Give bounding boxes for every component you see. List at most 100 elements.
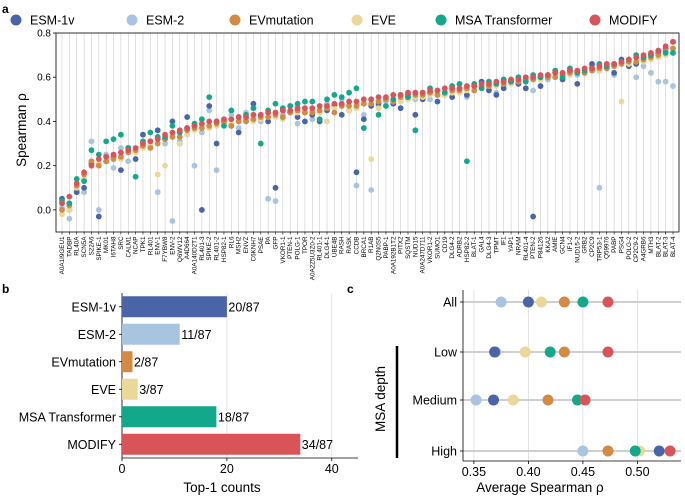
panel-a-frame <box>55 32 680 233</box>
point-evmutation-medium <box>542 394 554 406</box>
point-modify <box>302 105 308 112</box>
point-modify <box>66 193 73 200</box>
point-modify <box>405 89 411 96</box>
panel-a-xtick-label: VKOR1-2 <box>427 236 434 263</box>
point-esm-2 <box>88 138 95 145</box>
point-msa-transformer <box>478 85 485 92</box>
panel-a-xtick-label: CP2C9 <box>589 236 596 257</box>
panel-a-xtick-label: PABP-1 <box>383 236 390 258</box>
point-esm-2 <box>368 187 375 193</box>
point-evmutation <box>243 118 249 125</box>
panel-a-xtick-label: RL40A <box>74 236 81 256</box>
bar-label-esm-1v: 20/87 <box>228 300 259 314</box>
point-eve-medium <box>507 394 519 406</box>
point-eve <box>66 206 73 213</box>
panel-c-category-high: High <box>431 445 457 459</box>
panel-a-xtick-label: BLAT-4 <box>670 236 677 257</box>
point-esm-2 <box>265 195 272 202</box>
panel-a-xtick-label: Q6WV12 <box>177 236 184 262</box>
legend-marker-esm-1v <box>10 14 22 26</box>
point-msa-transformer <box>324 96 330 103</box>
panel-b-category-evmutation: EVmutation <box>51 355 116 369</box>
point-esm-1v <box>530 213 537 220</box>
panel-a-xtick-label: A0A1I9GEU1 <box>59 236 66 274</box>
panel-a-xtick-label: A0A247D711 <box>420 236 427 273</box>
panel-a-xtick-label: PTEN-1 <box>287 236 294 259</box>
point-modify-low <box>602 346 614 358</box>
point-esm-1v <box>140 131 146 138</box>
panel-a-xtick-label: IF1 <box>501 236 508 246</box>
point-evmutation <box>302 109 308 116</box>
point-esm-1v <box>500 85 507 92</box>
point-evmutation <box>176 134 183 140</box>
point-msa-transformer <box>250 105 257 112</box>
point-esm-2 <box>427 96 433 103</box>
point-modify <box>257 111 264 118</box>
panel-a-xtick-label: RASK <box>346 236 353 254</box>
panel-a-xtick-label: A0A140D2T1 <box>192 236 199 274</box>
point-modify <box>456 85 463 92</box>
panel-a-chart: Spearman ρ 0.0 0.2 0.4 0.6 0.8 A0A1I9GEU1 TAD… <box>14 29 680 280</box>
point-evmutation <box>88 158 95 165</box>
panel-a-xtick-label: RASH <box>339 236 346 254</box>
panel-a-xtick-label: Q2N0S5 <box>376 236 383 261</box>
bar-eve <box>122 378 138 400</box>
point-modify <box>567 67 573 74</box>
point-msa-transformer <box>302 98 308 105</box>
panel-a-xtick-label: RL401-1 <box>317 236 324 261</box>
point-modify <box>581 65 588 72</box>
point-modify <box>198 120 205 127</box>
point-esm-2 <box>648 69 654 76</box>
point-eve-low <box>519 346 531 358</box>
bar-esm-1v <box>122 296 227 318</box>
point-msa-transformer <box>88 147 95 154</box>
point-eve <box>331 105 338 112</box>
point-msa-transformer <box>383 103 389 109</box>
point-modify <box>338 100 345 107</box>
panel-a-xtick-label: NUD15 <box>412 236 419 257</box>
point-modify <box>331 100 338 107</box>
point-eve <box>397 98 404 105</box>
point-evmutation <box>110 156 117 162</box>
panel-label-c: c <box>347 282 354 296</box>
point-modify <box>603 61 610 67</box>
point-esm-1v <box>206 103 213 109</box>
point-modify <box>360 96 367 103</box>
panel-a-xtick-label: IF1-2 <box>567 236 574 251</box>
panel-a-xtick-label: RL401 <box>147 236 154 255</box>
legend-marker-evmutation <box>229 14 241 26</box>
point-modify <box>235 114 242 120</box>
bar-label-modify: 34/87 <box>302 438 333 452</box>
point-msa-transformer <box>338 94 345 101</box>
panel-a-xtick-label: RL401-3 <box>199 236 206 261</box>
point-modify <box>390 92 397 98</box>
legend-label-msa-transformer: MSA Transformer <box>455 14 552 28</box>
panel-a-xtick-label: PSG4 <box>618 236 625 253</box>
point-modify <box>206 118 213 125</box>
point-modify <box>250 111 257 118</box>
panel-a-xtick-label: GFP <box>272 237 279 250</box>
panel-a-xtick-label: POLG-2 <box>626 236 633 260</box>
panel-a-xtick-label: UBE4B <box>331 237 338 258</box>
point-evmutation <box>265 114 272 120</box>
panel-c-xtick-label: 0.35 <box>462 465 486 479</box>
legend-label-modify: MODIFY <box>609 14 658 28</box>
panel-a-xtick-label: BLAT-1 <box>471 236 478 257</box>
point-modify <box>154 136 161 143</box>
point-evmutation <box>169 134 176 140</box>
panel-a-xtick-label: HSP82-1 <box>221 236 228 262</box>
panel-a-ytick-label: 0.0 <box>37 205 51 216</box>
panel-a-xtick-label: BLAT-2 <box>655 236 662 257</box>
point-modify <box>117 149 124 156</box>
panel-a-xtick-label: VKOR1-1 <box>280 236 287 263</box>
panel-a-xtick-label: PSAE <box>258 237 265 254</box>
panel-a-xtick-label: R1AB <box>368 237 375 253</box>
point-modify <box>147 138 154 145</box>
point-modify <box>633 54 640 61</box>
panel-a-xtick-label: BLAT-3 <box>663 236 670 257</box>
point-msa-transformer <box>375 111 382 118</box>
panel-a-xtick-label: CCDB <box>353 237 360 255</box>
panel-a-xtick-label: I6TAH8 <box>111 236 118 257</box>
point-esm-2 <box>272 198 279 204</box>
point-modify <box>559 69 566 76</box>
